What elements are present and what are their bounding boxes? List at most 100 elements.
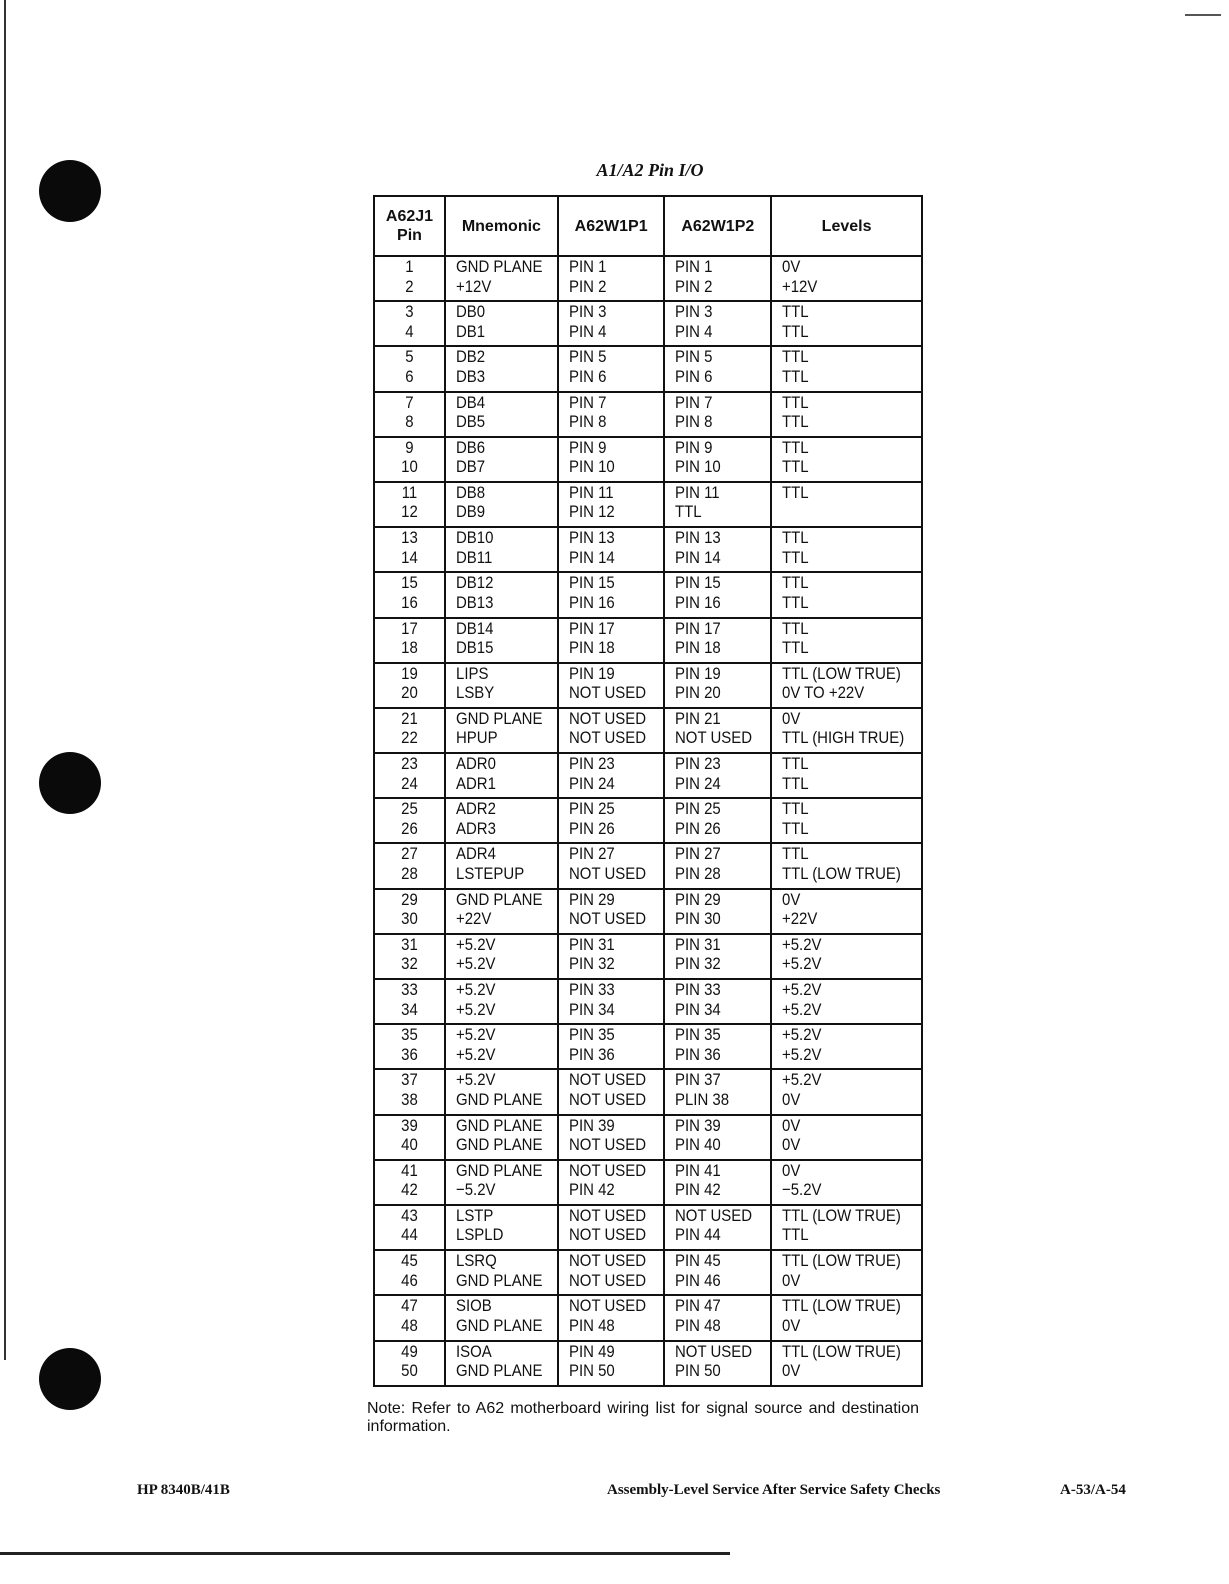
cell-pin: 9 10	[373, 436, 446, 483]
cell-line: 47	[401, 1296, 418, 1316]
cell-line: NOT USED	[675, 1205, 753, 1225]
cell-line: 42	[401, 1180, 418, 1200]
cell-line: TTL	[782, 321, 809, 341]
cell-line: 36	[401, 1044, 418, 1064]
cell-levels: 0V −5.2V	[770, 1159, 923, 1206]
cell-pin: 37 38	[373, 1069, 446, 1116]
cell-line: TTL (LOW TRUE)	[782, 1341, 902, 1361]
cell-line: 34	[401, 999, 418, 1019]
cell-line: −5.2V	[782, 1180, 822, 1200]
cell-p1: PIN 39 NOT USED	[556, 1114, 666, 1161]
cell-line: 12	[401, 502, 418, 522]
cell-line: PIN 3	[675, 302, 713, 322]
cell-line: SIOB	[455, 1296, 492, 1316]
cell-line: 49	[401, 1341, 418, 1361]
cell-p2: PIN 13 PIN 14	[663, 527, 773, 574]
cell-p2: PIN 45 PIN 46	[663, 1250, 773, 1297]
table-row: 7 8 DB4 DB5 PIN 7 PIN 8 PIN 7 PIN 8 TTL TTL	[373, 391, 923, 438]
cell-p1: PIN 11 PIN 12	[556, 481, 666, 529]
cell-line: PIN 49	[568, 1341, 615, 1361]
cell-levels: TTL TTL	[770, 436, 923, 483]
cell-line: TTL (LOW TRUE)	[782, 1251, 902, 1271]
cell-line: 38	[401, 1089, 418, 1109]
table-row: 35 36 +5.2V +5.2V PIN 35 PIN 36 PIN 35 PIN 36 +5…	[373, 1024, 923, 1071]
cell-p2: PIN 31 PIN 32	[663, 933, 773, 981]
cell-p2: PIN 3 PIN 4	[663, 301, 773, 348]
cell-line: TTL (LOW TRUE)	[782, 663, 902, 683]
cell-p1: PIN 31 PIN 32	[556, 933, 666, 981]
cell-p1: NOT USED PIN 42	[556, 1159, 666, 1206]
cell-line: TTL (LOW TRUE)	[782, 863, 902, 883]
cell-line: DB13	[455, 592, 494, 612]
cell-levels: 0V +22V	[770, 888, 923, 935]
cell-pin: 45 46	[373, 1250, 446, 1297]
cell-line: PIN 35	[568, 1025, 615, 1045]
cell-mnemonic: +5.2V +5.2V	[443, 933, 559, 981]
cell-line: PIN 18	[675, 638, 722, 657]
cell-line: PIN 5	[568, 347, 607, 367]
cell-line: 1	[405, 257, 414, 276]
cell-mnemonic: GND PLANE −5.2V	[443, 1159, 559, 1206]
cell-line: +5.2V	[455, 1070, 496, 1090]
cell-line: PIN 1	[675, 257, 713, 276]
cell-p1: NOT USED NOT USED	[556, 1069, 666, 1116]
cell-line: LSTP	[455, 1205, 494, 1225]
cell-line: DB12	[455, 573, 494, 593]
cell-pin: 29 30	[373, 888, 446, 935]
cell-line: +5.2V	[782, 1070, 822, 1090]
cell-levels: TTL TTL	[770, 391, 923, 438]
cell-p2: PIN 25 PIN 26	[663, 798, 773, 845]
cell-p2: PIN 7 PIN 8	[663, 391, 773, 438]
cell-line: LSBY	[455, 683, 495, 703]
cell-line: TTL	[782, 754, 809, 774]
cell-levels: TTL TTL	[770, 753, 923, 800]
cell-line: PIN 50	[675, 1361, 722, 1380]
cell-line: +12V	[782, 276, 818, 296]
cell-p1: NOT USED PIN 48	[556, 1295, 666, 1342]
cell-line: DB15	[455, 638, 494, 657]
cell-line: 48	[401, 1315, 418, 1335]
cell-p2: PIN 5 PIN 6	[663, 346, 773, 393]
cell-line: PIN 31	[568, 934, 615, 954]
cell-levels: TTL TTL (LOW TRUE)	[770, 843, 923, 890]
cell-line: ISOA	[455, 1341, 492, 1361]
cell-line: PIN 36	[675, 1044, 722, 1064]
punch-hole-icon	[39, 752, 101, 814]
cell-mnemonic: GND PLANE +22V	[443, 888, 559, 935]
cell-line: 0V	[782, 257, 801, 276]
cell-line: TTL	[782, 773, 809, 793]
header-a62w1p2: A62W1P2	[663, 196, 773, 257]
cell-line: ADR0	[455, 754, 496, 774]
cell-line: PIN 17	[675, 618, 722, 638]
cell-line: TTL	[782, 392, 809, 412]
cell-line: PIN 5	[675, 347, 713, 367]
cell-line: LIPS	[455, 663, 489, 683]
cell-line: ADR3	[455, 818, 496, 838]
cell-levels: TTL (LOW TRUE) 0V	[770, 1250, 923, 1297]
table-row: 5 6 DB2 DB3 PIN 5 PIN 6 PIN 5 PIN 6 TTL TTL	[373, 346, 923, 393]
cell-line: 21	[401, 708, 418, 728]
cell-line: PIN 16	[675, 592, 722, 612]
table-row: 33 34 +5.2V +5.2V PIN 33 PIN 34 PIN 33 PIN 34 +5…	[373, 979, 923, 1026]
cell-line: PIN 28	[675, 863, 722, 883]
cell-p1: PIN 25 PIN 26	[556, 798, 666, 845]
cell-line: PIN 26	[568, 818, 615, 838]
cell-line: GND PLANE	[455, 1089, 543, 1109]
cell-p1: PIN 27 NOT USED	[556, 843, 666, 890]
cell-p2: PIN 15 PIN 16	[663, 572, 773, 619]
cell-line: NOT USED	[568, 1160, 646, 1180]
cell-p1: PIN 3 PIN 4	[556, 301, 666, 348]
table-row: 45 46 LSRQ GND PLANE NOT USED NOT USED PIN 45 P…	[373, 1250, 923, 1297]
table-row: 11 12 DB8 DB9 PIN 11 PIN 12 PIN 11 TTL TTL	[373, 481, 923, 529]
cell-line: PIN 32	[675, 954, 722, 974]
cell-mnemonic: DB2 DB3	[443, 346, 559, 393]
cell-line: GND PLANE	[455, 889, 543, 909]
cell-line: 6	[405, 366, 414, 386]
table-row: 23 24 ADR0 ADR1 PIN 23 PIN 24 PIN 23 PIN 24 TTL T…	[373, 753, 923, 800]
table-row: 47 48 SIOB GND PLANE NOT USED PIN 48 PIN 47 PIN…	[373, 1295, 923, 1342]
cell-line: PIN 21	[675, 708, 722, 728]
cell-mnemonic: DB8 DB9	[443, 481, 559, 529]
table-header-row: A62J1 Pin Mnemonic A62W1P1 A62W1P2 Level…	[373, 196, 923, 257]
